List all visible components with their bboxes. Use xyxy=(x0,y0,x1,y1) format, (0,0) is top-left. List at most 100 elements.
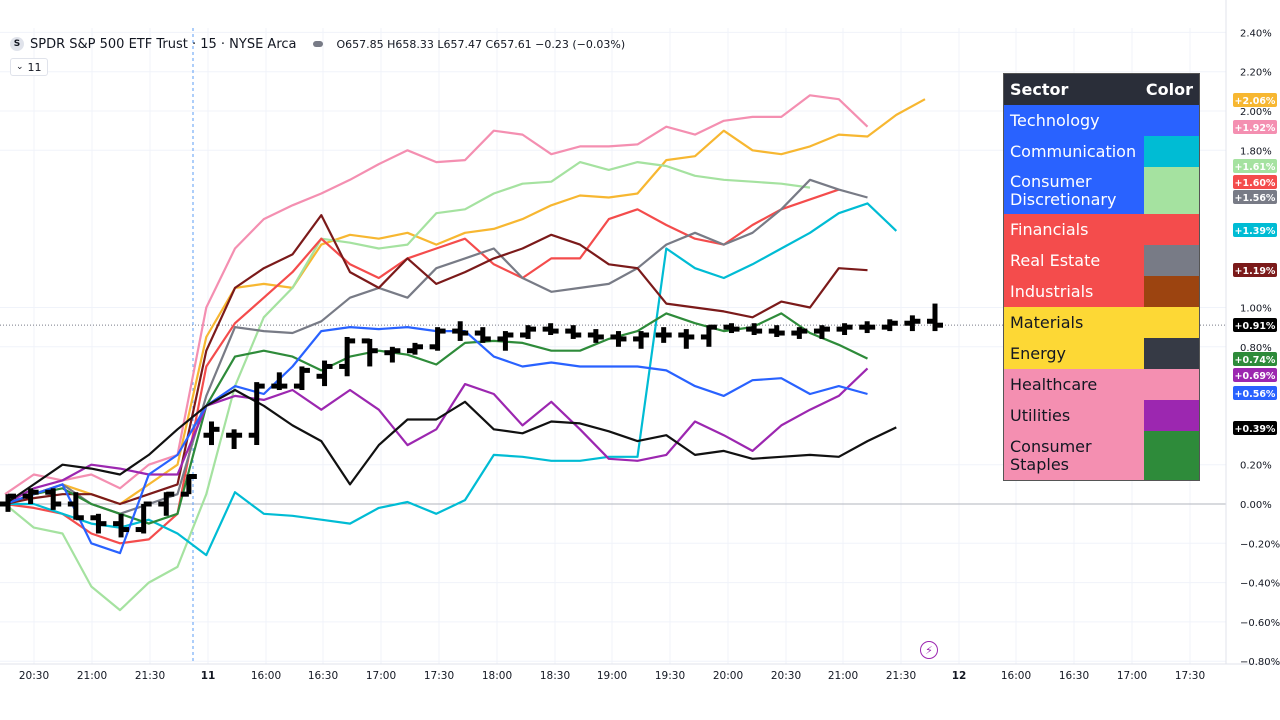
legend-sector-name: Technology xyxy=(1010,110,1100,130)
last-value-label: +2.06% xyxy=(1235,96,1276,107)
legend-color-swatch xyxy=(1144,307,1199,338)
last-value-badge xyxy=(1233,190,1277,204)
legend-row: Technology xyxy=(1004,105,1199,136)
series-line xyxy=(4,214,868,506)
last-value-label: +1.56% xyxy=(1235,193,1276,204)
legend-color-swatch xyxy=(1144,431,1199,480)
legend-color-swatch xyxy=(1144,136,1199,167)
interval-toggle-button[interactable]: ⌄ 11 xyxy=(10,58,48,76)
last-value-badge xyxy=(1233,318,1277,332)
y-tick-label: 2.20% xyxy=(1240,68,1272,79)
x-tick-label: 17:30 xyxy=(424,670,454,682)
legend-color-swatch xyxy=(1144,167,1199,214)
last-value-label: +0.56% xyxy=(1235,389,1276,400)
y-tick-label: −0.60% xyxy=(1240,618,1280,629)
sector-legend: Sector Color Technology Communication Cons… xyxy=(1003,73,1200,481)
last-value-label: +1.61% xyxy=(1235,162,1276,173)
last-value-badge xyxy=(1233,223,1277,237)
last-value-badge xyxy=(1233,175,1277,189)
x-tick-label: 17:00 xyxy=(1117,670,1147,682)
legend-row: Energy xyxy=(1004,338,1199,369)
symbol-logo-icon: S xyxy=(10,37,24,51)
legend-sector-name: Consumer Staples xyxy=(1010,436,1092,474)
legend-sector-name: Real Estate xyxy=(1010,250,1101,270)
legend-sector-name: Communication xyxy=(1010,141,1137,161)
x-tick-label: 12 xyxy=(952,670,967,682)
x-tick-label: 21:00 xyxy=(77,670,107,682)
x-tick-label: 18:30 xyxy=(540,670,570,682)
legend-header-color: Color xyxy=(1145,80,1193,99)
last-value-badge xyxy=(1233,421,1277,435)
last-value-label: +1.19% xyxy=(1235,266,1276,277)
legend-sector-name: Energy xyxy=(1010,343,1067,363)
legend-row: Financials xyxy=(1004,214,1199,245)
market-status-icon[interactable] xyxy=(312,41,323,47)
legend-sector-name: Utilities xyxy=(1010,405,1071,425)
legend-row: Real Estate xyxy=(1004,245,1199,276)
legend-sector-name: Materials xyxy=(1010,312,1084,332)
legend-row: Consumer Discretionary xyxy=(1004,167,1199,214)
x-tick-label: 20:30 xyxy=(19,670,49,682)
last-value-label: +0.91% xyxy=(1235,321,1276,332)
legend-color-swatch xyxy=(1144,105,1199,136)
x-tick-label: 18:00 xyxy=(482,670,512,682)
last-value-badge xyxy=(1233,120,1277,134)
last-value-label: +1.60% xyxy=(1235,178,1276,189)
y-tick-label: −0.40% xyxy=(1240,579,1280,590)
legend-color-swatch xyxy=(1144,369,1199,400)
series-line xyxy=(4,312,868,525)
last-value-label: +1.39% xyxy=(1235,226,1276,237)
series-line xyxy=(4,94,869,496)
x-tick-label: 16:30 xyxy=(1059,670,1089,682)
x-tick-label: 20:30 xyxy=(771,670,801,682)
x-tick-label: 19:30 xyxy=(655,670,685,682)
flash-icon[interactable]: ⚡ xyxy=(920,641,938,659)
legend-color-swatch xyxy=(1144,276,1199,307)
last-value-badge xyxy=(1233,263,1277,277)
x-tick-label: 19:00 xyxy=(597,670,627,682)
legend-color-swatch xyxy=(1144,338,1199,369)
y-tick-label: 2.00% xyxy=(1240,107,1272,118)
series-line xyxy=(4,388,897,505)
series-line xyxy=(4,188,840,545)
legend-row: Consumer Staples xyxy=(1004,431,1199,480)
last-value-badge xyxy=(1233,386,1277,400)
x-tick-label: 17:30 xyxy=(1175,670,1205,682)
legend-sector-name: Industrials xyxy=(1010,281,1094,301)
legend-color-swatch xyxy=(1144,214,1199,245)
legend-sector-name: Financials xyxy=(1010,219,1089,239)
legend-header: Sector Color xyxy=(1004,74,1199,105)
legend-row: Communication xyxy=(1004,136,1199,167)
y-tick-label: −0.80% xyxy=(1240,657,1280,668)
chart-header: S SPDR S&P 500 ETF Trust · 15 · NYSE Arc… xyxy=(10,35,631,53)
y-tick-label: 0.00% xyxy=(1240,500,1272,511)
ohlc-values: O657.85 H658.33 L657.47 C657.61 −0.23 (−… xyxy=(336,37,626,51)
legend-color-swatch xyxy=(1144,400,1199,431)
y-tick-label: 0.20% xyxy=(1240,461,1272,472)
y-tick-label: −0.20% xyxy=(1240,539,1280,550)
x-tick-label: 21:30 xyxy=(135,670,165,682)
x-tick-label: 21:30 xyxy=(886,670,916,682)
x-tick-label: 17:00 xyxy=(366,670,396,682)
series-line xyxy=(4,98,926,506)
symbol-title[interactable]: SPDR S&P 500 ETF Trust · 15 · NYSE Arca xyxy=(30,36,297,52)
legend-sector-name: Healthcare xyxy=(1010,374,1098,394)
legend-color-swatch xyxy=(1144,245,1199,276)
x-tick-label: 11 xyxy=(201,670,216,682)
x-tick-label: 16:00 xyxy=(251,670,281,682)
y-tick-label: 2.40% xyxy=(1240,28,1272,39)
last-value-label: +0.39% xyxy=(1235,424,1276,435)
last-value-label: +0.69% xyxy=(1235,371,1276,382)
legend-row: Materials xyxy=(1004,307,1199,338)
y-tick-label: 0.80% xyxy=(1240,343,1272,354)
legend-row: Industrials xyxy=(1004,276,1199,307)
legend-row: Healthcare xyxy=(1004,369,1199,400)
last-value-badge xyxy=(1233,93,1277,107)
x-tick-label: 21:00 xyxy=(828,670,858,682)
y-tick-label: 1.80% xyxy=(1240,146,1272,157)
x-tick-label: 16:30 xyxy=(308,670,338,682)
legend-row: Utilities xyxy=(1004,400,1199,431)
last-value-badge xyxy=(1233,352,1277,366)
chevron-down-icon: ⌄ xyxy=(16,62,24,72)
